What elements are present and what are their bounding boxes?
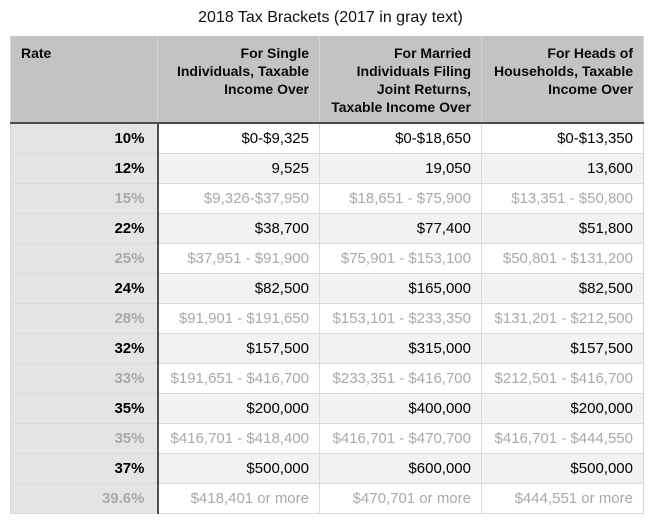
table-row: 15% $9,326-$37,950 $18,651 - $75,900 $13…	[10, 183, 644, 214]
hoh-cell: $157,500	[481, 333, 644, 364]
married-cell: $165,000	[319, 273, 482, 304]
hoh-cell: $444,551 or more	[481, 483, 644, 514]
tax-brackets-table: Rate For Single Individuals, Taxable Inc…	[10, 36, 644, 514]
table-row: 22% $38,700 $77,400 $51,800	[10, 213, 644, 244]
rate-cell: 33%	[10, 363, 159, 394]
single-cell: $82,500	[157, 273, 320, 304]
single-cell: $418,401 or more	[157, 483, 320, 514]
table-row: 39.6% $418,401 or more $470,701 or more …	[10, 483, 644, 514]
rate-cell: 12%	[10, 153, 159, 184]
married-cell: $470,701 or more	[319, 483, 482, 514]
single-cell: $500,000	[157, 453, 320, 484]
table-row: 35% $416,701 - $418,400 $416,701 - $470,…	[10, 423, 644, 454]
hoh-cell: $82,500	[481, 273, 644, 304]
column-header-rate: Rate	[10, 36, 158, 124]
married-cell: $75,901 - $153,100	[319, 243, 482, 274]
hoh-cell: 13,600	[481, 153, 644, 184]
hoh-cell: $500,000	[481, 453, 644, 484]
single-cell: $191,651 - $416,700	[157, 363, 320, 394]
hoh-cell: $13,351 - $50,800	[481, 183, 644, 214]
single-cell: $9,326-$37,950	[157, 183, 320, 214]
rate-cell: 32%	[10, 333, 159, 364]
table-row: 35% $200,000 $400,000 $200,000	[10, 393, 644, 424]
rate-cell: 37%	[10, 453, 159, 484]
single-cell: $37,951 - $91,900	[157, 243, 320, 274]
table-header: Rate For Single Individuals, Taxable Inc…	[10, 36, 644, 124]
single-cell: 9,525	[157, 153, 320, 184]
rate-cell: 10%	[10, 123, 159, 154]
table-row: 28% $91,901 - $191,650 $153,101 - $233,3…	[10, 303, 644, 334]
rate-cell: 35%	[10, 393, 159, 424]
married-cell: $77,400	[319, 213, 482, 244]
single-cell: $91,901 - $191,650	[157, 303, 320, 334]
column-header-hoh: For Heads of Households, Taxable Income …	[481, 36, 644, 124]
married-cell: $153,101 - $233,350	[319, 303, 482, 334]
rate-cell: 39.6%	[10, 483, 159, 514]
married-cell: $18,651 - $75,900	[319, 183, 482, 214]
hoh-cell: $416,701 - $444,550	[481, 423, 644, 454]
married-cell: $0-$18,650	[319, 123, 482, 154]
column-header-married: For Married Individuals Filing Joint Ret…	[319, 36, 482, 124]
hoh-cell: $200,000	[481, 393, 644, 424]
rate-cell: 22%	[10, 213, 159, 244]
table-row: 24% $82,500 $165,000 $82,500	[10, 273, 644, 304]
married-cell: $600,000	[319, 453, 482, 484]
single-cell: $416,701 - $418,400	[157, 423, 320, 454]
rate-cell: 35%	[10, 423, 159, 454]
rate-cell: 28%	[10, 303, 159, 334]
rate-cell: 25%	[10, 243, 159, 274]
table-body: 10% $0-$9,325 $0-$18,650 $0-$13,350 12% …	[10, 123, 644, 514]
hoh-cell: $51,800	[481, 213, 644, 244]
table-header-row: Rate For Single Individuals, Taxable Inc…	[10, 36, 644, 124]
hoh-cell: $131,201 - $212,500	[481, 303, 644, 334]
hoh-cell: $50,801 - $131,200	[481, 243, 644, 274]
table-row: 10% $0-$9,325 $0-$18,650 $0-$13,350	[10, 123, 644, 154]
table-row: 32% $157,500 $315,000 $157,500	[10, 333, 644, 364]
married-cell: $400,000	[319, 393, 482, 424]
single-cell: $38,700	[157, 213, 320, 244]
table-row: 12% 9,525 19,050 13,600	[10, 153, 644, 184]
married-cell: $233,351 - $416,700	[319, 363, 482, 394]
married-cell: 19,050	[319, 153, 482, 184]
rate-cell: 24%	[10, 273, 159, 304]
hoh-cell: $212,501 - $416,700	[481, 363, 644, 394]
single-cell: $157,500	[157, 333, 320, 364]
married-cell: $315,000	[319, 333, 482, 364]
column-header-single: For Single Individuals, Taxable Income O…	[157, 36, 320, 124]
single-cell: $200,000	[157, 393, 320, 424]
single-cell: $0-$9,325	[157, 123, 320, 154]
hoh-cell: $0-$13,350	[481, 123, 644, 154]
table-row: 25% $37,951 - $91,900 $75,901 - $153,100…	[10, 243, 644, 274]
married-cell: $416,701 - $470,700	[319, 423, 482, 454]
rate-cell: 15%	[10, 183, 159, 214]
table-row: 37% $500,000 $600,000 $500,000	[10, 453, 644, 484]
table-row: 33% $191,651 - $416,700 $233,351 - $416,…	[10, 363, 644, 394]
page-title: 2018 Tax Brackets (2017 in gray text)	[198, 9, 463, 26]
